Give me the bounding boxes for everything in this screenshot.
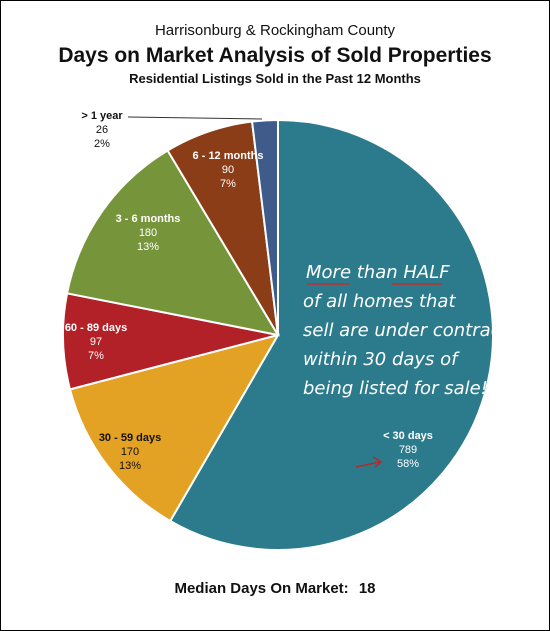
annotation: More than HALF of all homes that sell ar… [303,262,509,399]
annotation-line-3: sell are under contract [303,320,509,341]
slice-label-value: 90 [222,164,234,176]
slice-label-name: 60 - 89 days [65,322,127,334]
slice-label-percent: 13% [119,460,141,472]
annotation-line-2: of all homes that [303,291,456,312]
slice-label-percent: 58% [397,458,419,470]
arrow-icon [355,456,383,468]
slice-label-percent: 7% [88,350,104,362]
median-days-on-market: Median Days On Market: 18 [0,580,550,597]
chart-supertitle: Harrisonburg & Rockingham County [154,22,396,39]
pie-slice-5 [250,118,279,336]
slice-label-percent: 2% [94,138,110,150]
slice-label-value: 180 [139,227,157,239]
pie-slice-0 [168,118,494,551]
slice-label-name: > 1 year [81,110,123,122]
chart-subtitle: Residential Listings Sold in the Past 12… [129,71,421,86]
slice-label-percent: 13% [137,241,159,253]
pie-slices [62,118,494,551]
median-label: Median Days On Market: [174,580,349,597]
slice-label-value: 97 [90,336,102,348]
slice-label-percent: 7% [220,178,236,190]
slice-label-name: 30 - 59 days [99,432,161,444]
slice-label-name: 6 - 12 months [193,150,264,162]
annotation-line-4: within 30 days of [303,349,460,370]
slice-label-value: 789 [399,444,417,456]
pie-slice-3 [65,149,281,337]
annotation-line-5: being listed for sale! [303,378,488,399]
chart-title: Days on Market Analysis of Sold Properti… [58,44,492,67]
pie-labels: < 30 days 789 58% 30 - 59 days 170 13% 60 - 89… [65,110,433,472]
pie-slice-1 [68,333,281,523]
slice-label-value: 170 [121,446,139,458]
leader-line-gt-1-year [127,116,263,120]
slice-label-value: 26 [96,124,108,136]
slice-label-name: < 30 days [383,430,433,442]
slice-label-name: 3 - 6 months [116,213,181,225]
annotation-line-1: More than HALF [306,262,450,283]
median-value: 18 [358,580,376,597]
